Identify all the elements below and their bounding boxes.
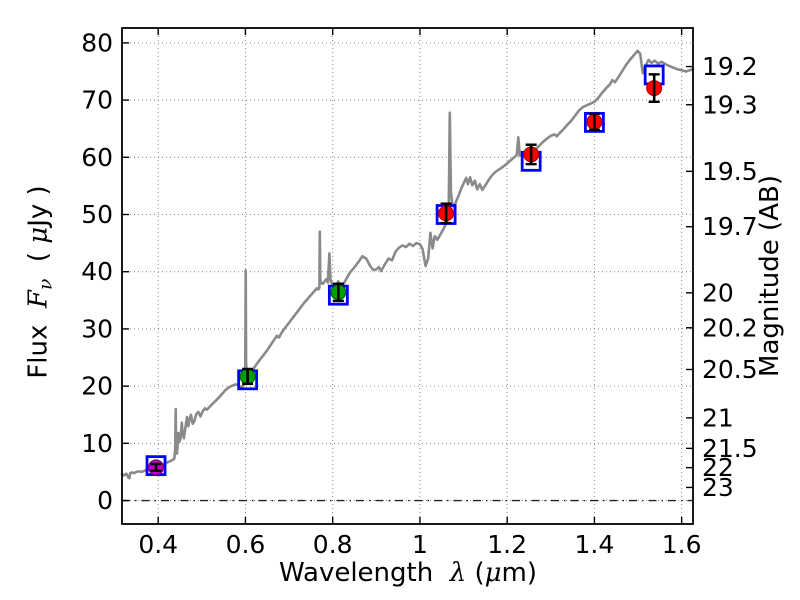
xlabel-mu-symbol: μ (484, 558, 502, 588)
y-tick-label: 40 (81, 257, 113, 286)
y-tick-label: 80 (81, 28, 113, 57)
x-tick-label: 0.6 (226, 530, 266, 559)
x-tick-label: 1.6 (662, 530, 702, 559)
y-tick-label: 60 (81, 143, 113, 172)
right-tick-label: 19.2 (702, 52, 758, 81)
y-tick-label: 20 (81, 372, 113, 401)
right-tick-label: 20.2 (702, 313, 758, 342)
right-tick-label: 23 (702, 473, 734, 502)
y-tick-label: 30 (81, 314, 113, 343)
right-tick-label: 21.5 (702, 434, 758, 463)
x-tick-label: 1.2 (487, 530, 527, 559)
flux-symbol: F (23, 290, 54, 309)
x-tick-label: 1 (412, 530, 428, 559)
xlabel-units-close: m) (501, 558, 538, 588)
right-tick-label: 20 (702, 278, 734, 307)
lambda-symbol: λ (449, 558, 467, 588)
x-axis-label: Wavelength λ (μm) (279, 558, 537, 588)
right-tick-label: 21 (702, 403, 734, 432)
ylabel-units-close: Jy ) (23, 185, 54, 227)
right-tick-label: 19.3 (702, 90, 758, 119)
x-tick-label: 0.4 (138, 530, 178, 559)
right-tick-label: 20.5 (702, 355, 758, 384)
plot-frame (121, 27, 694, 525)
y-tick-label: 0 (97, 486, 113, 515)
y-axis-label-right: Magnitude (AB) (755, 175, 785, 377)
right-tick-label: 19.5 (702, 157, 758, 186)
xlabel-word: Wavelength (278, 558, 434, 588)
ylabel-units-open: ( (23, 243, 54, 263)
y-tick-label: 50 (81, 200, 113, 229)
y-tick-label: 70 (81, 86, 113, 115)
xlabel-units-open: ( (474, 558, 485, 588)
y-axis-label-left: Flux Fν ( μJy ) (24, 185, 57, 378)
mu-symbol: μ (23, 226, 54, 244)
x-tick-label: 1.4 (575, 530, 615, 559)
nu-subscript: ν (35, 278, 57, 291)
x-tick-label: 0.8 (313, 530, 353, 559)
right-tick-label: 19.7 (702, 212, 758, 241)
ylabel-word: Flux (23, 324, 54, 379)
y-tick-label: 10 (81, 429, 113, 458)
spectrum-line (120, 49, 695, 480)
right-tick-label: 22 (702, 453, 734, 482)
